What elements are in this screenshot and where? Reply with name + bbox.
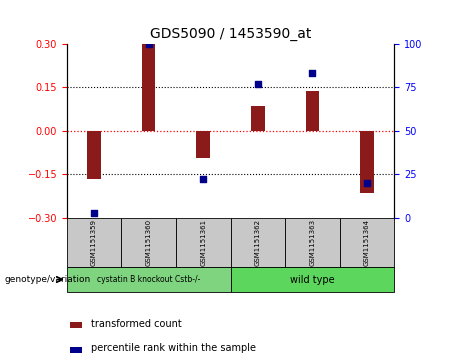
Bar	[306, 91, 319, 131]
Bar	[196, 131, 210, 158]
Text: transformed count: transformed count	[91, 319, 182, 329]
Bar	[87, 131, 101, 179]
Point	[145, 41, 152, 46]
Bar	[340, 218, 394, 267]
Bar	[230, 267, 394, 292]
Point	[200, 176, 207, 182]
Point	[363, 180, 371, 186]
Bar	[142, 44, 155, 131]
Text: GSM1151359: GSM1151359	[91, 219, 97, 266]
Bar	[251, 106, 265, 131]
Text: genotype/variation: genotype/variation	[5, 275, 91, 284]
Point	[254, 81, 261, 86]
Bar	[67, 218, 121, 267]
Text: GSM1151363: GSM1151363	[309, 219, 315, 266]
Text: GSM1151362: GSM1151362	[255, 219, 261, 266]
Title: GDS5090 / 1453590_at: GDS5090 / 1453590_at	[150, 27, 311, 41]
Point	[90, 210, 98, 216]
Text: wild type: wild type	[290, 274, 335, 285]
Bar	[67, 267, 230, 292]
Bar	[360, 131, 374, 193]
Text: GSM1151361: GSM1151361	[200, 219, 206, 266]
Point	[309, 70, 316, 76]
Bar	[285, 218, 340, 267]
Bar	[70, 322, 82, 328]
Text: GSM1151360: GSM1151360	[146, 219, 152, 266]
Bar	[176, 218, 230, 267]
Text: percentile rank within the sample: percentile rank within the sample	[91, 343, 256, 354]
Text: cystatin B knockout Cstb-/-: cystatin B knockout Cstb-/-	[97, 275, 201, 284]
Text: GSM1151364: GSM1151364	[364, 219, 370, 266]
Bar	[121, 218, 176, 267]
Bar	[230, 218, 285, 267]
Bar	[70, 347, 82, 353]
